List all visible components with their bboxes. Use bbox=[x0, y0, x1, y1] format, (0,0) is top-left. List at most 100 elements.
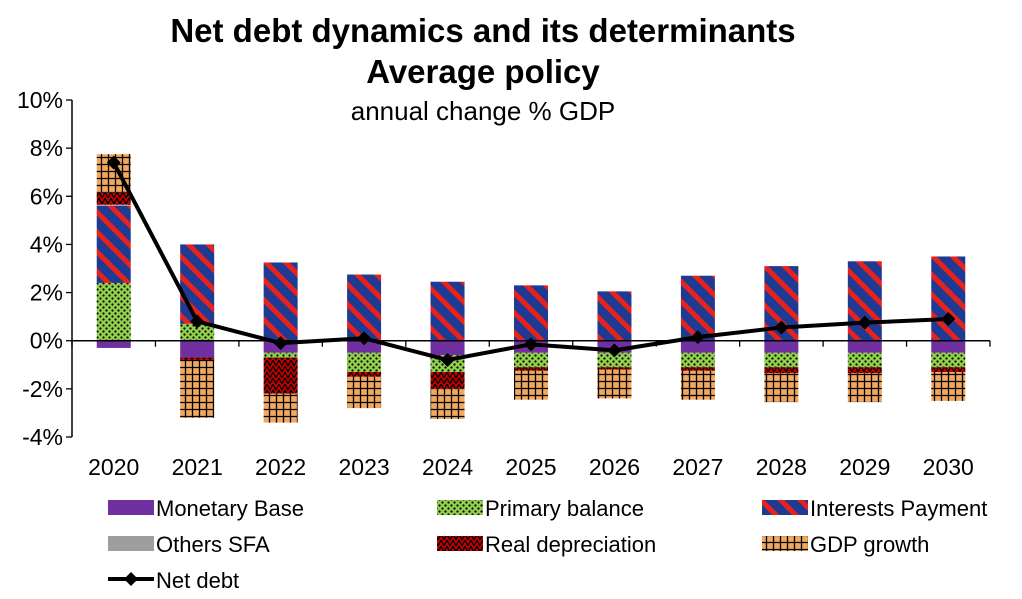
legend-swatch-others-sfa bbox=[108, 536, 154, 551]
bar-real-depreciation-2030 bbox=[931, 367, 966, 373]
x-tick-label: 2020 bbox=[88, 454, 139, 480]
x-tick-label: 2030 bbox=[923, 454, 974, 480]
y-axis-label: annual change % GDP bbox=[351, 96, 616, 126]
bar-real-depreciation-2020 bbox=[96, 192, 131, 205]
bar-interests-payment-2026 bbox=[597, 291, 632, 341]
bar-gdp-growth-2030 bbox=[931, 372, 966, 401]
x-tick-label: 2029 bbox=[839, 454, 890, 480]
x-tick-label: 2027 bbox=[672, 454, 723, 480]
bar-monetary-base-2030 bbox=[931, 340, 966, 353]
bar-gdp-growth-2029 bbox=[847, 373, 882, 403]
bar-primary-balance-2029 bbox=[847, 352, 882, 368]
chart-title: Net debt dynamics and its determinants bbox=[170, 12, 795, 49]
legend-swatch-primary-balance bbox=[437, 500, 483, 515]
x-tick-label: 2025 bbox=[505, 454, 556, 480]
y-tick-label: 8% bbox=[30, 135, 63, 161]
net-debt-point-2024 bbox=[440, 352, 455, 367]
y-axis: -4% -2% 0% 2% 4% 6% 8% 10% bbox=[17, 87, 72, 450]
legend-label-primary-balance: Primary balance bbox=[485, 496, 644, 521]
bar-interests-payment-2022 bbox=[263, 262, 298, 341]
x-axis: 2020 2021 2022 2023 2024 2025 2026 2027 2028 2029… bbox=[88, 454, 974, 480]
legend-label-interests-payment: Interests Payment bbox=[810, 496, 987, 521]
legend-swatch-monetary-base bbox=[108, 500, 154, 515]
bar-gdp-growth-2027 bbox=[680, 370, 715, 400]
bar-real-depreciation-2023 bbox=[347, 372, 382, 377]
net-debt-point-2027 bbox=[690, 330, 705, 345]
bar-primary-balance-2025 bbox=[514, 352, 548, 368]
x-tick-label: 2026 bbox=[589, 454, 640, 480]
bar-primary-balance-2026 bbox=[597, 352, 632, 368]
bar-gdp-growth-2023 bbox=[347, 376, 382, 409]
net-debt-point-2028 bbox=[774, 320, 789, 335]
net-debt-point-2029 bbox=[857, 315, 872, 330]
x-tick-label: 2024 bbox=[422, 454, 473, 480]
bar-primary-balance-2020 bbox=[96, 282, 131, 341]
net-debt-point-2026 bbox=[607, 343, 622, 358]
legend-swatch-gdp-growth bbox=[762, 536, 808, 551]
bar-primary-balance-2022 bbox=[263, 352, 298, 358]
bar-gdp-growth-2024 bbox=[430, 388, 465, 419]
bar-real-depreciation-2024 bbox=[430, 372, 465, 389]
bar-monetary-base-2024 bbox=[430, 340, 465, 356]
y-tick-label: 6% bbox=[30, 183, 63, 209]
bar-real-depreciation-2022 bbox=[263, 357, 298, 394]
bar-monetary-base-2020 bbox=[96, 340, 131, 348]
bar-monetary-base-2021 bbox=[180, 340, 215, 358]
bar-gdp-growth-2026 bbox=[597, 369, 632, 399]
bar-interests-payment-2024 bbox=[430, 281, 465, 341]
bar-others-sfa-2020 bbox=[96, 204, 131, 206]
x-tick-label: 2022 bbox=[255, 454, 306, 480]
y-tick-label: 0% bbox=[30, 328, 63, 354]
bar-primary-balance-2030 bbox=[931, 352, 966, 368]
net-debt-point-2030 bbox=[941, 312, 956, 327]
net-debt-point-2022 bbox=[273, 336, 288, 351]
bar-real-depreciation-2021 bbox=[180, 357, 215, 360]
bar-interests-payment-2030 bbox=[931, 256, 966, 341]
bar-primary-balance-2028 bbox=[764, 352, 799, 368]
net-debt-series bbox=[106, 155, 956, 367]
legend-label-real-depreciation: Real depreciation bbox=[485, 532, 656, 557]
bar-monetary-base-2029 bbox=[847, 340, 882, 353]
x-tick-label: 2028 bbox=[756, 454, 807, 480]
bar-primary-balance-2027 bbox=[680, 352, 715, 368]
net-debt-point-2025 bbox=[524, 337, 538, 352]
bar-gdp-growth-2028 bbox=[764, 373, 799, 403]
legend: Monetary Base Primary balance Interests Pa… bbox=[108, 496, 987, 593]
bar-gdp-growth-2022 bbox=[263, 393, 298, 423]
net-debt-point-2023 bbox=[357, 331, 372, 346]
legend-swatch-real-depreciation bbox=[437, 536, 483, 551]
chart-subtitle: Average policy bbox=[366, 53, 600, 90]
bar-interests-payment-2025 bbox=[514, 285, 548, 341]
bar-primary-balance-2021 bbox=[180, 323, 215, 341]
bar-interests-payment-2021 bbox=[180, 244, 215, 324]
legend-swatch-interests-payment bbox=[762, 500, 808, 515]
legend-marker-net-debt bbox=[124, 572, 138, 586]
net-debt-point-2021 bbox=[190, 314, 205, 329]
bar-real-depreciation-2026 bbox=[597, 367, 632, 370]
bar-real-depreciation-2028 bbox=[764, 367, 799, 374]
bar-monetary-base-2027 bbox=[680, 340, 715, 353]
bar-series-group bbox=[96, 154, 966, 423]
y-tick-label: 2% bbox=[30, 280, 63, 306]
x-tick-label: 2021 bbox=[172, 454, 223, 480]
bar-real-depreciation-2025 bbox=[514, 367, 548, 371]
bar-interests-payment-2027 bbox=[680, 275, 715, 341]
y-tick-label: -4% bbox=[22, 424, 63, 450]
y-tick-label: -2% bbox=[22, 376, 63, 402]
bar-monetary-base-2028 bbox=[764, 340, 799, 353]
net-debt-point-2020 bbox=[106, 155, 121, 170]
legend-label-monetary-base: Monetary Base bbox=[156, 496, 304, 521]
bar-primary-balance-2023 bbox=[347, 352, 382, 373]
legend-label-gdp-growth: GDP growth bbox=[810, 532, 929, 557]
bar-monetary-base-2023 bbox=[347, 340, 382, 353]
bar-real-depreciation-2027 bbox=[680, 367, 715, 371]
legend-label-others-sfa: Others SFA bbox=[156, 532, 270, 557]
y-tick-label: 10% bbox=[17, 87, 63, 113]
bar-real-depreciation-2029 bbox=[847, 367, 882, 374]
x-tick-label: 2023 bbox=[339, 454, 390, 480]
bar-interests-payment-2020 bbox=[96, 205, 131, 283]
bar-interests-payment-2023 bbox=[347, 274, 382, 341]
legend-label-net-debt: Net debt bbox=[156, 568, 239, 593]
bar-gdp-growth-2025 bbox=[514, 370, 548, 400]
